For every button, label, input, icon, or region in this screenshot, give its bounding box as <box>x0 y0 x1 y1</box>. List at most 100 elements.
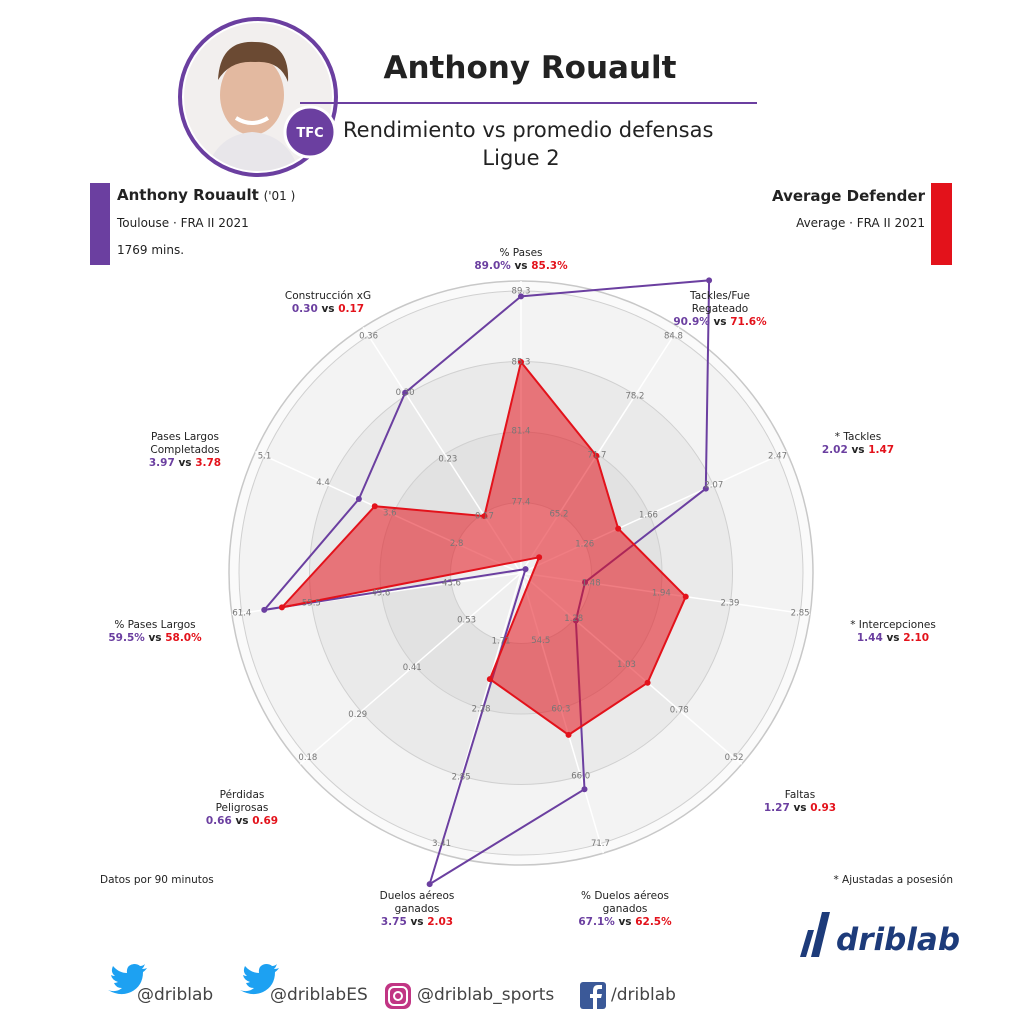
tick-label: 0.78 <box>670 706 689 716</box>
tick-label: 0.52 <box>725 753 744 763</box>
player-born: ('01 ) <box>263 189 296 203</box>
axis-values: 0.30 vs 0.17 <box>243 303 413 316</box>
axis-name: Pérdidas Peligrosas <box>215 789 269 814</box>
league: Ligue 2 <box>482 146 560 170</box>
axis-values: 3.75 vs 2.03 <box>360 916 475 929</box>
tick-label: 0.41 <box>403 663 422 673</box>
player-name: Anthony Rouault <box>117 186 259 204</box>
player-value: 0.66 <box>205 815 232 827</box>
radar-point <box>518 293 524 300</box>
axis-name: * Tackles <box>834 431 882 443</box>
instagram-icon <box>393 991 403 1001</box>
tick-label: 1.94 <box>652 589 671 599</box>
axis-label: * Intercepciones 1.44 vs 2.10 <box>808 619 978 645</box>
tick-label: 1.48 <box>582 579 601 589</box>
tick-label: 2.28 <box>472 704 491 714</box>
axis-name: Faltas <box>784 789 816 801</box>
reference-name: Average Defender <box>772 187 925 205</box>
player-minutes: 1769 mins. <box>117 243 185 257</box>
connector: vs <box>851 444 865 456</box>
player-value: 0.30 <box>291 303 318 315</box>
tick-label: 66.0 <box>571 772 590 782</box>
tick-label: 0.29 <box>348 710 367 720</box>
tick-label: 5.1 <box>258 451 272 461</box>
axis-values: 1.27 vs 0.93 <box>715 802 885 815</box>
reference-value: 0.17 <box>338 303 365 315</box>
club-badge-text: TFC <box>296 126 323 141</box>
player-team: Toulouse · FRA II 2021 <box>117 216 249 230</box>
radar-point <box>593 452 600 459</box>
axis-values: 2.02 vs 1.47 <box>773 444 943 457</box>
radar-point <box>644 679 651 686</box>
tick-label: 65.2 <box>550 509 569 519</box>
tick-label: 2.85 <box>791 609 810 619</box>
brand: driblab <box>836 922 961 958</box>
player-value: 67.1% <box>578 916 615 928</box>
radar-point <box>261 606 268 613</box>
reference-bar <box>931 183 952 265</box>
radar-point <box>518 358 524 365</box>
title: Anthony Rouault <box>383 50 677 86</box>
player-value: 1.27 <box>763 802 790 814</box>
reference-value: 1.47 <box>868 444 895 456</box>
tick-label: 0.30 <box>396 388 415 398</box>
axis-label: Construcción xG 0.30 vs 0.17 <box>243 290 413 316</box>
social-handle: @driblab <box>137 985 214 1005</box>
player-value: 89.0% <box>474 260 511 272</box>
tick-label: 49.6 <box>371 589 390 599</box>
connector: vs <box>713 316 727 328</box>
tick-label: 89.3 <box>512 287 531 297</box>
radar-point <box>481 513 488 520</box>
note-left: Datos por 90 minutos <box>100 874 214 886</box>
connector: vs <box>514 260 528 272</box>
tick-label: 0.17 <box>475 512 494 522</box>
connector: vs <box>178 457 192 469</box>
radar-point <box>682 593 689 600</box>
subtitle: Rendimiento vs promedio defensas <box>343 118 714 142</box>
axis-label: Pérdidas Peligrosas 0.66 vs 0.69 <box>197 789 287 828</box>
player-value: 90.9% <box>673 316 710 328</box>
tick-label: 3.6 <box>383 509 397 519</box>
player-photo <box>184 23 332 171</box>
tick-label: 2.8 <box>450 539 464 549</box>
twitter-icon <box>108 964 147 995</box>
axis-name: % Pases <box>499 247 543 259</box>
tick-label: 1.03 <box>617 660 636 670</box>
social-handle: @driblabES <box>270 985 368 1005</box>
axis-label: Faltas 1.27 vs 0.93 <box>715 789 885 815</box>
reference-value: 62.5% <box>635 916 672 928</box>
tick-label: 1.71 <box>492 636 511 646</box>
player-value: 3.97 <box>148 457 175 469</box>
tick-label: 81.4 <box>512 427 531 437</box>
reference-value: 71.6% <box>730 316 767 328</box>
tick-label: 61.4 <box>232 609 251 619</box>
social-handle: /driblab <box>611 985 676 1005</box>
tick-label: 85.3 <box>512 357 531 367</box>
axis-label: % Pases 89.0% vs 85.3% <box>436 247 606 273</box>
reference-value: 3.78 <box>195 457 222 469</box>
axis-values: 0.66 vs 0.69 <box>197 815 287 828</box>
tick-label: 0.53 <box>457 616 476 626</box>
axis-name: Tackles/Fue Regateado <box>690 290 750 315</box>
radar-point <box>426 881 433 888</box>
player-bar <box>90 183 110 265</box>
axis-name: Construcción xG <box>284 290 372 302</box>
player-value: 2.02 <box>821 444 848 456</box>
tick-label: 1.26 <box>575 539 594 549</box>
tick-label: 60.3 <box>551 704 570 714</box>
connector: vs <box>410 916 424 928</box>
tick-label: 71.7 <box>591 839 610 849</box>
radar-point <box>486 676 493 683</box>
axis-label: * Tackles 2.02 vs 1.47 <box>773 431 943 457</box>
reference-value: 2.10 <box>903 632 930 644</box>
radar-area <box>279 359 687 737</box>
axis-name: * Intercepciones <box>850 619 936 631</box>
connector: vs <box>321 303 335 315</box>
reference-value: 0.69 <box>252 815 279 827</box>
axis-values: 59.5% vs 58.0% <box>70 632 240 645</box>
player-heading: Anthony Rouault ('01 ) <box>117 186 295 204</box>
connector: vs <box>148 632 162 644</box>
radar-point <box>402 389 409 396</box>
axis-label: % Duelos aéreos ganados 67.1% vs 62.5% <box>565 890 685 929</box>
player-value: 1.44 <box>856 632 883 644</box>
